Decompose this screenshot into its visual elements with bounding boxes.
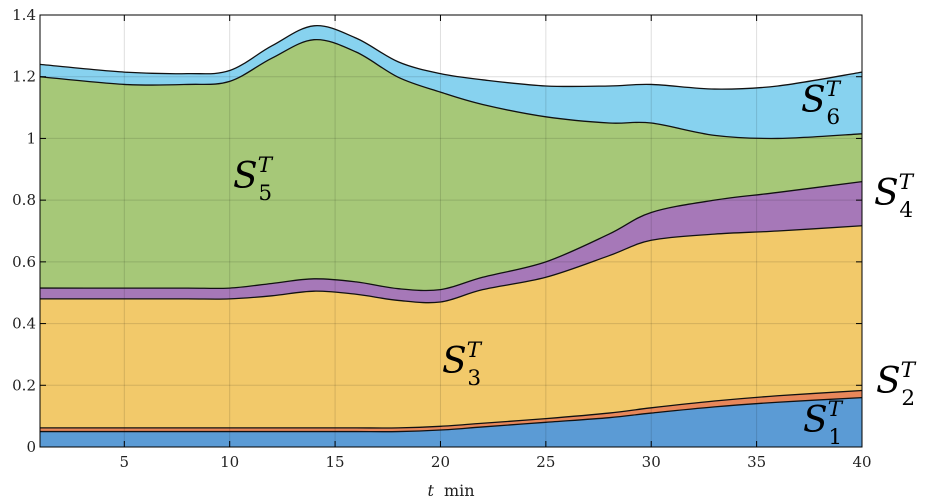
x-tick-label: 5 (120, 453, 130, 471)
area-series-4 (40, 181, 862, 303)
series-label-1: ST 1 (803, 397, 844, 450)
y-tick-label: 0.6 (12, 253, 36, 271)
axis-ticks: 5 10 15 20 25 30 35 40 0 0.2 0.4 0.6 0.8 1 1.2 1.4 (12, 6, 871, 471)
area-series-3 (40, 225, 862, 428)
x-tick-label: 40 (852, 453, 871, 471)
series-label-3: ST 3 (442, 338, 483, 391)
x-tick-label: 10 (220, 453, 239, 471)
area-series-6 (40, 25, 862, 139)
boundary-lines (39, 25, 863, 433)
series-label-5: ST 5 (233, 153, 274, 206)
series-label-6: ST 6 (801, 77, 842, 130)
series-label-4: ST 4 (874, 170, 915, 223)
series-label-2: ST 2 (876, 358, 917, 411)
x-tick-label: 30 (642, 453, 661, 471)
y-tick-label: 1.2 (12, 68, 36, 86)
boundary-line-2 (39, 389, 863, 429)
boundary-line-4 (39, 180, 863, 292)
x-axis-unit: min (444, 481, 475, 500)
y-tick-label: 0.4 (12, 315, 36, 333)
y-tick-label: 0.2 (12, 376, 36, 394)
area-series-1 (40, 397, 862, 447)
plot-frame (39, 14, 863, 448)
x-axis-label: t min (427, 481, 474, 500)
boundary-line-5 (39, 39, 863, 140)
boundary-line-1 (39, 396, 863, 433)
x-tick-label: 20 (431, 453, 450, 471)
area-layers (40, 25, 862, 447)
y-tick-label: 0 (26, 438, 36, 456)
y-tick-label: 1 (26, 129, 36, 147)
x-tick-label: 15 (326, 453, 345, 471)
x-tick-label: 25 (536, 453, 555, 471)
x-tick-label: 35 (747, 453, 766, 471)
area-series-5 (40, 39, 862, 291)
series-labels: ST 1 ST 2 ST 3 ST 4 ST 5 ST 6 (233, 77, 917, 450)
boundary-line-3 (39, 225, 863, 304)
boundary-line-6 (39, 25, 863, 90)
x-axis-variable: t (427, 481, 434, 500)
y-tick-label: 0.8 (12, 191, 36, 209)
y-tick-label: 1.4 (12, 6, 36, 24)
